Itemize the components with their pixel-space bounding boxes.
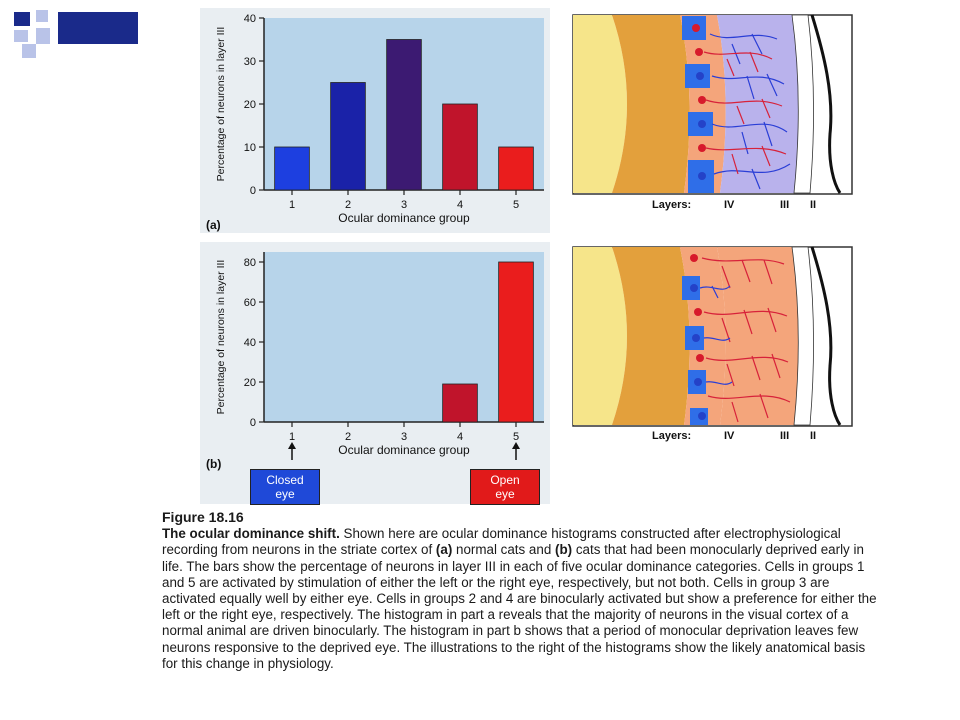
y-axis-label: Percentage of neurons in layer III xyxy=(215,27,227,182)
caption-text-1: Shown here are ocular dominance histogra… xyxy=(162,526,841,558)
x-tick-label-4: 4 xyxy=(457,199,463,211)
blue-axon-branches xyxy=(709,33,791,190)
x-tick-label-4: 4 xyxy=(457,431,463,443)
layer-ii-label-a: II xyxy=(810,199,816,211)
y-tick-label: 30 xyxy=(244,56,256,68)
figure-number: Figure 18.16 xyxy=(162,509,244,525)
y-tick-label: 40 xyxy=(244,337,256,349)
layer-v-vi-region xyxy=(612,15,690,193)
y-tick-label: 20 xyxy=(244,99,256,111)
y-tick-label: 80 xyxy=(244,257,256,269)
open-eye-label: Open eye xyxy=(470,469,540,505)
layer-iii-region xyxy=(717,15,799,193)
x-tick-label-5: 5 xyxy=(513,199,519,211)
ocular-dominance-columns xyxy=(682,254,708,425)
layer-iv-label-b: IV xyxy=(724,430,735,442)
x-tick-label-3: 3 xyxy=(401,199,407,211)
bar-group-1 xyxy=(274,146,310,191)
pial-surface-line xyxy=(810,246,842,426)
layers-label-a: Layers: xyxy=(652,199,691,211)
slide-corner-logo xyxy=(14,10,138,58)
panel-label-b: (b) xyxy=(206,457,222,471)
x-axis-label: Ocular dominance group xyxy=(338,443,470,457)
panel-label-a: (a) xyxy=(206,218,221,232)
layer-ii-region xyxy=(791,14,814,194)
x-axis-label: Ocular dominance group xyxy=(338,211,470,225)
x-tick-label-5: 5 xyxy=(513,431,519,443)
marker-arrow-head xyxy=(288,442,296,449)
x-tick-label-2: 2 xyxy=(345,199,351,211)
histogram-panel-b: 0 20 40 60 80 Percentage of neurons in layer … xyxy=(200,242,550,505)
caption-text-3: cats that had been monocularly deprived … xyxy=(162,542,877,671)
pial-surface-line xyxy=(810,14,842,194)
histogram-a-chart: 0 10 20 30 40 Percentage of neurons in layer … xyxy=(215,13,544,225)
red-axon-branches xyxy=(701,257,791,423)
y-tick-label: 20 xyxy=(244,377,256,389)
y-axis-label: Percentage of neurons in layer III xyxy=(215,260,227,415)
plot-area xyxy=(264,252,544,422)
blue-axon-branches xyxy=(699,285,733,385)
cortex-illustration-a: Layers: IV III II xyxy=(572,14,853,211)
bar-group-4 xyxy=(442,383,478,423)
bar-group-5 xyxy=(498,146,534,191)
white-matter-region xyxy=(573,247,627,425)
figure-title: The ocular dominance shift. xyxy=(162,526,340,542)
layer-ii-label-b: II xyxy=(810,430,816,442)
x-tick-label-3: 3 xyxy=(401,431,407,443)
caption-ref-a: (a) xyxy=(435,542,453,558)
bar-group-3 xyxy=(386,39,422,191)
layer-iii-label-a: III xyxy=(780,199,789,211)
y-tick-label: 10 xyxy=(244,142,256,154)
caption-ref-b: (b) xyxy=(555,542,573,558)
bar-group-2 xyxy=(330,82,366,191)
layer-ii-region xyxy=(791,246,814,426)
histogram-panel-a: 0 10 20 30 40 Percentage of neurons in layer … xyxy=(200,8,550,233)
marker-arrow-head xyxy=(512,442,520,449)
bar-group-4 xyxy=(442,103,478,191)
layer-iii-label-b: III xyxy=(780,430,789,442)
x-tick-label-1: 1 xyxy=(289,199,295,211)
y-tick-label: 60 xyxy=(244,297,256,309)
bar-group-5 xyxy=(498,261,534,423)
y-tick-label: 0 xyxy=(250,185,256,197)
layer-iv-region xyxy=(680,15,726,193)
cortex-illustration-b: Layers: IV III II xyxy=(572,246,853,442)
y-tick-label: 0 xyxy=(250,417,256,429)
y-tick-label: 40 xyxy=(244,13,256,25)
x-tick-label-1: 1 xyxy=(289,431,295,443)
histogram-b-chart: 0 20 40 60 80 Percentage of neurons in layer … xyxy=(215,252,544,460)
figure-caption: Figure 18.16 The ocular dominance shift.… xyxy=(162,509,884,672)
red-axon-branches xyxy=(703,51,787,175)
ocular-dominance-columns xyxy=(682,16,714,193)
layer-v-vi-region xyxy=(612,247,690,425)
layer-iii-region xyxy=(717,247,799,425)
closed-eye-label: Closed eye xyxy=(250,469,320,505)
layers-label-b: Layers: xyxy=(652,430,691,442)
x-tick-label-2: 2 xyxy=(345,431,351,443)
layer-iv-label-a: IV xyxy=(724,199,735,211)
white-matter-region xyxy=(573,15,627,193)
caption-text-2: normal cats and xyxy=(452,542,555,558)
